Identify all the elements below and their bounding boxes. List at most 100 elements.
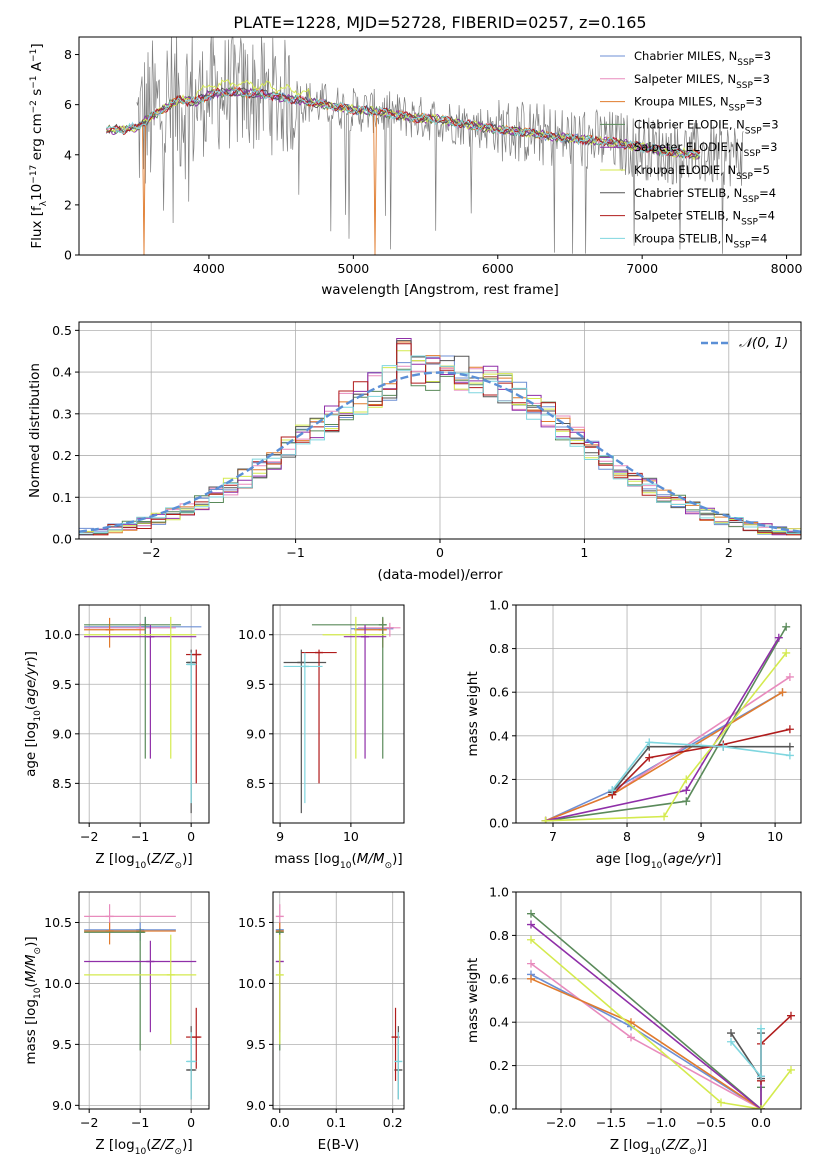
label-part: age [log — [596, 851, 651, 867]
legend-label-kroupa-stelib: Kroupa STELIB, NSSP=4 — [634, 231, 767, 250]
legend-label-salpeter-elodie: Salpeter ELODIE, NSSP=3 — [634, 140, 777, 159]
label-part: Chabrier ELODIE, N — [634, 117, 745, 131]
axes-frame-mass_vs_Z — [78, 891, 210, 1110]
series-marker-chabrier-elodie — [527, 909, 535, 918]
label-part: =3 — [762, 117, 779, 131]
label-part: SSP — [729, 104, 746, 114]
label-part: )] — [23, 936, 39, 947]
y-tick-label: 6 — [64, 97, 72, 112]
histogram-chabrier-elodie — [79, 368, 801, 536]
series-marker-salpeter-miles — [627, 1033, 635, 1042]
x-tick-label: 6000 — [482, 261, 514, 276]
label-part: 10 — [649, 1147, 661, 1157]
x-tick-label: 0.1 — [326, 1115, 346, 1130]
label-part: ( — [662, 851, 667, 867]
y-tick-label: 8.5 — [52, 776, 72, 791]
label-part: SSP — [737, 58, 754, 68]
label-part: 10 — [135, 1147, 147, 1157]
series-line-kroupa-elodie — [530, 939, 792, 1109]
series-line-chabrier-stelib — [611, 745, 790, 794]
x-tick-label: 7000 — [626, 261, 658, 276]
label-part: SSP — [734, 240, 751, 250]
series-marker-chabrier-elodie — [782, 622, 791, 631]
label-part: Z/Z — [150, 851, 175, 867]
legend-label-chabrier-miles: Chabrier MILES, NSSP=3 — [634, 49, 771, 68]
y-axis-label: age [log10(age/yr)] — [23, 651, 43, 777]
series-marker-kroupa-elodie — [660, 812, 669, 821]
y-tick-label: 10.5 — [44, 915, 72, 930]
series-marker-salpeter-elodie — [774, 633, 783, 642]
label-part: )] — [392, 851, 403, 867]
y-tick-label: 0.2 — [52, 448, 72, 463]
label-part: −1 — [29, 75, 39, 88]
series-marker-salpeter-stelib — [785, 725, 794, 734]
y-tick-label: 9.5 — [52, 1037, 72, 1052]
y-tick-label: 1.0 — [489, 885, 509, 900]
axes-frame-massweight_vs_Z — [515, 891, 802, 1110]
series-line-salpeter-elodie — [530, 923, 762, 1109]
x-tick-label: 10 — [343, 829, 359, 844]
y-tick-label: 0.0 — [489, 816, 509, 831]
series-line-chabrier-elodie — [545, 626, 787, 822]
label-part: )] — [182, 851, 193, 867]
series-marker-chabrier-elodie — [682, 797, 691, 806]
series-marker-salpeter-elodie — [682, 786, 691, 795]
label-part: SSP — [736, 172, 753, 182]
label-part: =3 — [761, 140, 778, 154]
x-tick-label: −1.0 — [646, 1115, 676, 1130]
plot-area-spectrum — [105, 37, 744, 255]
label-part: =3 — [753, 72, 770, 86]
y-tick-label: 4 — [64, 147, 72, 162]
series-marker-kroupa-stelib — [719, 742, 728, 751]
panel-massweight_vs_Z: −2.0 −1.5 −1.0 −0.5 0.0 0.0 0.2 0.4 0.6 0.8 1.0 Z [… — [465, 885, 802, 1157]
y-tick-label: 2 — [64, 197, 72, 212]
legend-label-kroupa-miles: Kroupa MILES, NSSP=3 — [634, 95, 762, 114]
series-marker-kroupa-elodie — [541, 816, 550, 823]
label-part: )] — [711, 851, 722, 867]
y-tick-label: 10.0 — [44, 976, 72, 991]
label-part: ⊙ — [33, 947, 43, 955]
y-tick-label: 8 — [64, 47, 72, 62]
x-axis-label: age [log10(age/yr)] — [596, 851, 722, 871]
legend-label-salpeter-miles: Salpeter MILES, NSSP=3 — [634, 72, 770, 91]
model-line-kroupa-miles — [106, 85, 701, 255]
x-tick-label: −2 — [80, 829, 98, 844]
series-marker-kroupa-stelib — [757, 1024, 765, 1033]
panel-mass_vs_ebv: 0.0 0.1 0.2 9.0 9.5 10.0 10.5 E(B-V) — [238, 891, 405, 1153]
plot-area-massweight_vs_Z — [516, 892, 801, 1109]
label-part: 10 — [135, 861, 147, 871]
label-part: age [log — [23, 722, 39, 777]
series-marker-kroupa-elodie — [782, 648, 791, 657]
y-axis-label: mass weight — [465, 958, 481, 1043]
series-line-salpeter-stelib — [611, 728, 791, 796]
label-part: E(B-V) — [318, 1137, 360, 1153]
legend-label-salpeter-stelib: Salpeter STELIB, NSSP=4 — [634, 209, 775, 228]
legend-label-kroupa-elodie: Kroupa ELODIE, NSSP=5 — [634, 163, 770, 182]
model-line-kroupa-stelib — [106, 88, 701, 159]
series-marker-kroupa-stelib — [785, 751, 794, 760]
series-marker-salpeter-elodie — [527, 920, 535, 929]
label-part: 10 — [33, 710, 43, 722]
series-line-chabrier-elodie — [530, 913, 762, 1109]
y-tick-label: 0 — [64, 248, 72, 263]
series-line-kroupa-elodie — [545, 652, 787, 822]
y-axis-label: mass [log10(M/M⊙)] — [23, 936, 43, 1064]
legend-label-gaussian: 𝒩(0, 1) — [739, 335, 788, 351]
legend: Chabrier MILES, NSSP=3 Salpeter MILES, NS… — [600, 49, 779, 250]
label-part: A — [29, 61, 45, 75]
series-marker-salpeter-miles — [785, 672, 794, 681]
label-part: Z [log — [95, 851, 134, 867]
label-part: Kroupa ELODIE, N — [634, 163, 736, 177]
label-part: Kroupa MILES, N — [634, 95, 729, 109]
y-tick-label: 0.2 — [489, 1058, 509, 1073]
label-part: =5 — [753, 163, 770, 177]
plot-area-massweight_vs_age — [516, 605, 801, 823]
label-part: ⊙ — [385, 861, 393, 871]
y-tick-label: 10.0 — [238, 627, 266, 642]
y-tick-label: 0.8 — [489, 928, 509, 943]
gaussian-curve — [79, 371, 801, 533]
series-marker-kroupa-elodie — [527, 935, 535, 944]
x-tick-label: −0.5 — [696, 1115, 726, 1130]
